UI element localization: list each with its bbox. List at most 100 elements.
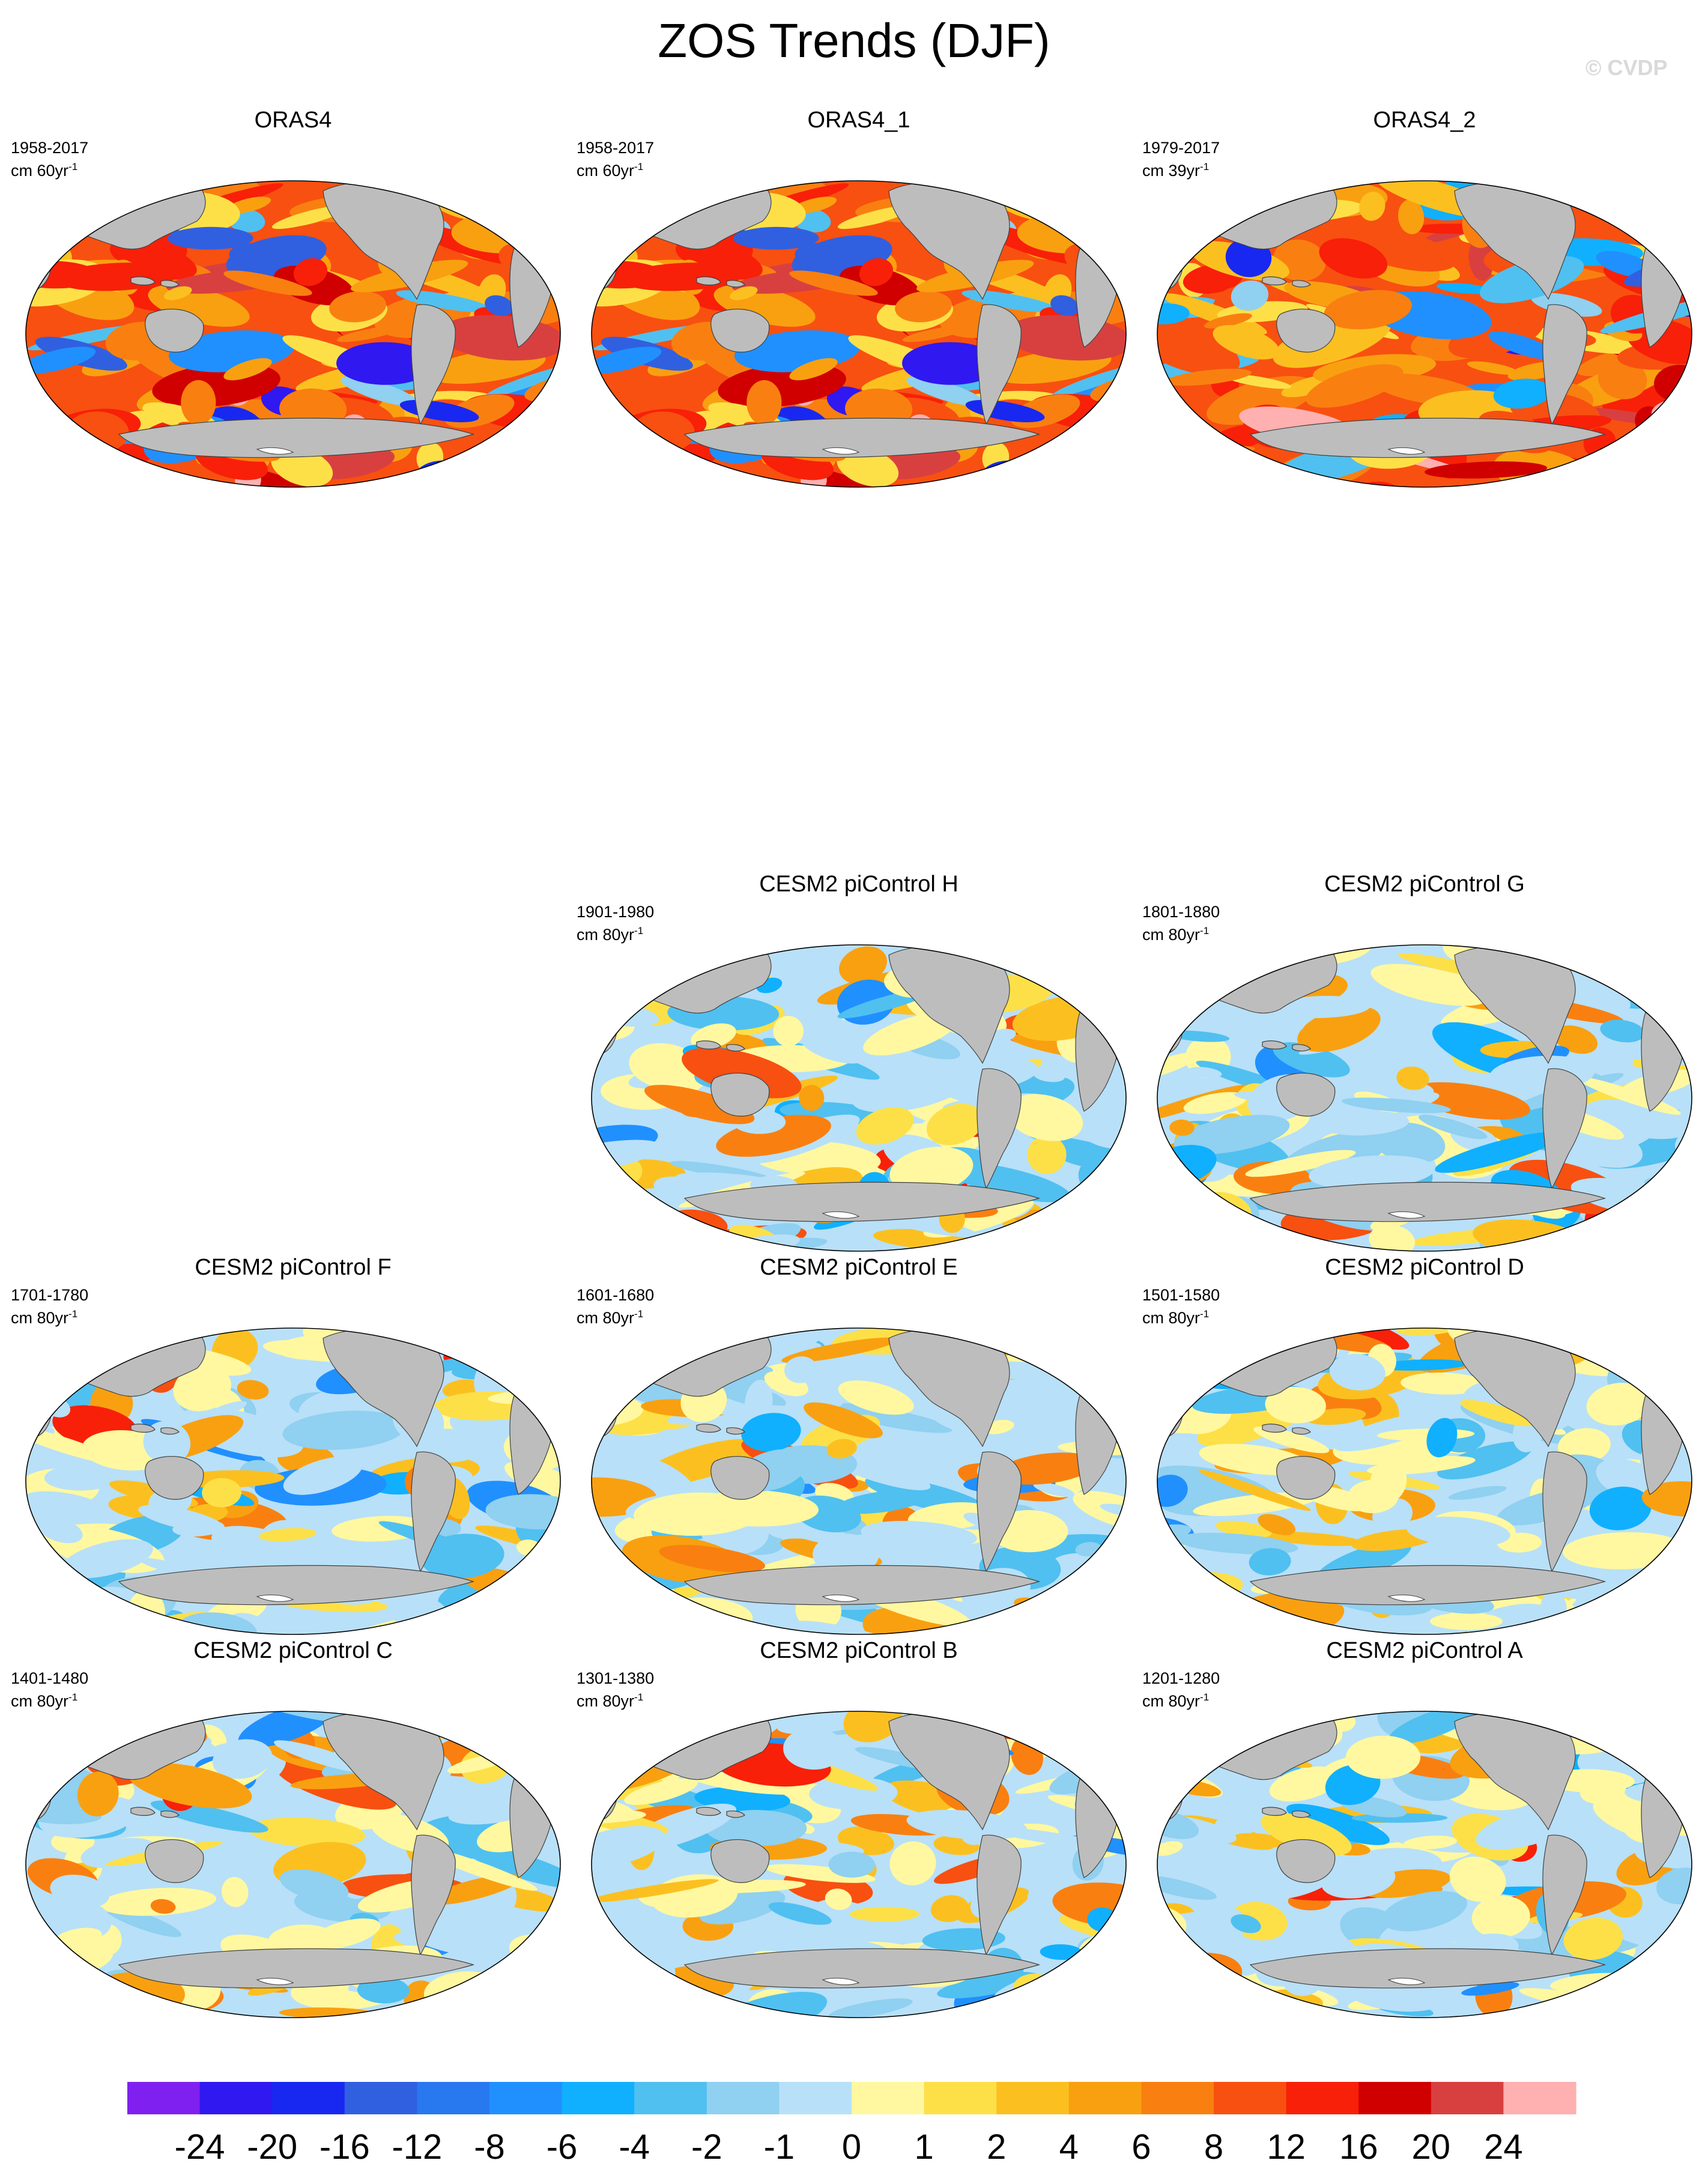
panel-period: 1601-1680 <box>577 1286 655 1304</box>
colorbar-tick-label: -20 <box>247 2128 297 2167</box>
field-patch <box>768 1902 832 1925</box>
land-mass <box>1563 1711 1600 1734</box>
field-patch <box>1401 1373 1486 1395</box>
field-patch <box>644 1085 755 1124</box>
map-outline <box>1157 1711 1692 2018</box>
land-mass <box>160 280 180 288</box>
field-patch <box>1396 1328 1462 1336</box>
field-patch <box>809 1777 898 1810</box>
units-prefix: cm 39yr <box>1142 162 1201 180</box>
units-exponent: -1 <box>68 1308 78 1320</box>
units-exponent: -1 <box>634 161 644 172</box>
field-patch <box>1554 1025 1598 1054</box>
colorbar-swatch <box>1431 2082 1504 2114</box>
panel-units: cm 60yr-1 <box>577 157 643 180</box>
field-patch <box>687 1771 804 1795</box>
field-patch <box>889 1147 974 1194</box>
colorbar-tick-label: 12 <box>1267 2128 1306 2167</box>
field-patch <box>1262 1532 1363 1546</box>
field-patch <box>1448 1485 1507 1500</box>
land-mass <box>1262 1424 1287 1433</box>
field-patch <box>1460 1400 1534 1427</box>
map-outline <box>591 1327 1127 1635</box>
units-prefix: cm 80yr <box>1142 1692 1201 1710</box>
field-patch <box>746 380 782 425</box>
units-prefix: cm 60yr <box>11 162 69 180</box>
land-mass <box>1292 1044 1311 1052</box>
field-patch <box>1396 1066 1429 1090</box>
field-patch <box>996 1452 1096 1485</box>
land-mass <box>998 1711 1035 1734</box>
field-patch <box>1369 1224 1416 1251</box>
colorbar-swatch <box>1286 2082 1359 2114</box>
field-patch <box>930 1895 969 1922</box>
field-patch <box>826 1403 952 1433</box>
field-patch <box>1619 469 1677 487</box>
field-patch <box>1265 1386 1326 1424</box>
colorbar-swatch <box>924 2082 997 2114</box>
land-mass <box>1276 1455 1336 1500</box>
field-patch <box>1632 444 1661 457</box>
world-map <box>25 180 561 488</box>
field-patch <box>420 1533 504 1579</box>
field-patch <box>150 1899 176 1914</box>
field-patch <box>1186 1915 1245 1953</box>
units-prefix: cm 80yr <box>11 1309 69 1327</box>
field-patch <box>273 1740 370 1773</box>
field-patch <box>396 290 492 312</box>
field-patch <box>1157 303 1190 325</box>
field-patch <box>1214 1806 1270 1837</box>
field-patch <box>1033 1482 1075 1497</box>
field-patch <box>1306 364 1404 408</box>
field-patch <box>1100 1200 1126 1231</box>
land-mass <box>696 1807 721 1816</box>
field-patch <box>946 1162 1071 1203</box>
field-patch <box>1051 1206 1126 1241</box>
land-mass <box>145 308 204 353</box>
panel-ctrl-g: CESM2 piControl G 1801-1880 cm 80yr-1 <box>1142 871 1707 1255</box>
land-mass <box>160 1810 180 1818</box>
field-patch <box>1213 325 1280 360</box>
panel-ctrl-h: CESM2 piControl H 1901-1980 cm 80yr-1 <box>577 871 1141 1255</box>
colorbar-swatch <box>1068 2082 1142 2114</box>
map-outline <box>591 1711 1127 2018</box>
field-patch <box>248 1817 366 1848</box>
world-map <box>1157 180 1692 488</box>
ice-shelf <box>1387 1211 1426 1219</box>
map-outline <box>1157 180 1692 488</box>
colorbar-tick-label: -1 <box>764 2128 795 2167</box>
colorbar-tick-label: 24 <box>1484 2128 1523 2167</box>
units-prefix: cm 80yr <box>1142 926 1201 944</box>
field-patch <box>730 286 758 300</box>
map-outline <box>591 180 1127 488</box>
field-patch <box>1557 1428 1611 1464</box>
field-patch <box>1604 1231 1655 1251</box>
field-patch <box>26 1727 69 1765</box>
ice-shelf <box>822 447 860 455</box>
colorbar-tick-label: 4 <box>1059 2128 1079 2167</box>
land-mass <box>1262 276 1287 286</box>
field-patch <box>52 1338 82 1364</box>
field-patch <box>1089 406 1125 451</box>
colorbar-swatch <box>852 2082 925 2114</box>
field-patch <box>1575 1229 1609 1251</box>
units-exponent: -1 <box>634 925 644 936</box>
field-patch <box>1157 1977 1253 1999</box>
field-patch <box>1588 1853 1616 1881</box>
colorbar-tick-label: 8 <box>1204 2128 1223 2167</box>
colorbar-tick-label: 0 <box>842 2128 861 2167</box>
field-patch <box>472 1714 522 1754</box>
field-patch <box>1198 1714 1237 1734</box>
antarctica-land <box>1249 1182 1607 1222</box>
panel-units: cm 39yr-1 <box>1142 157 1209 180</box>
field-patch <box>1607 1051 1634 1073</box>
units-exponent: -1 <box>1200 1691 1210 1703</box>
field-patch <box>783 1728 844 1770</box>
field-patch <box>1638 1711 1688 1743</box>
land-mass <box>1610 945 1673 1001</box>
colorbar-swatch <box>1214 2082 1287 2114</box>
land-mass <box>130 276 156 286</box>
field-patch <box>1027 1878 1053 1914</box>
field-patch <box>283 1456 363 1495</box>
field-patch <box>1025 1328 1054 1344</box>
